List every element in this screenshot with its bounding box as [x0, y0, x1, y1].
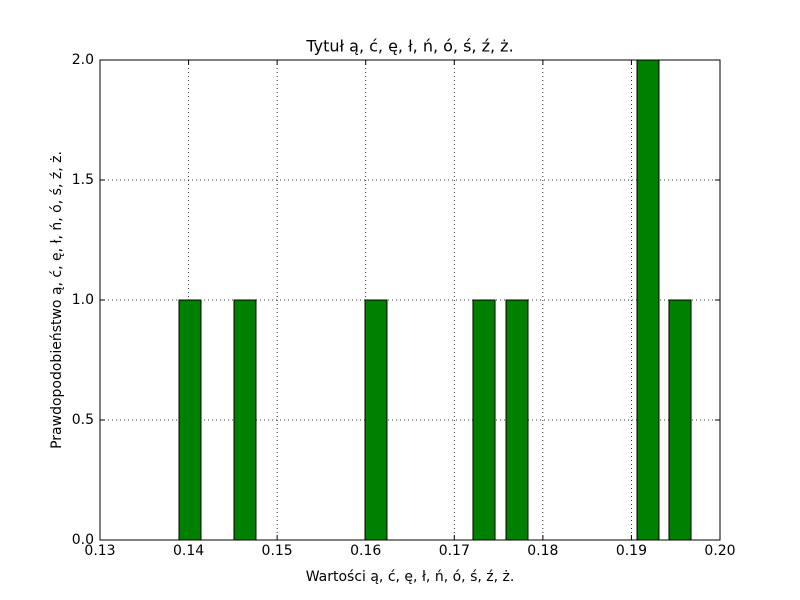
y-tick-label: 1.5: [72, 172, 94, 188]
y-axis-label: Prawdopodobieństwo ą, ć, ę, ł, ń, ó, ś, …: [49, 151, 65, 449]
x-tick-label: 0.17: [439, 543, 470, 559]
x-tick-label: 0.13: [84, 543, 115, 559]
y-tick-label: 0.5: [72, 412, 94, 428]
x-axis-label: Wartości ą, ć, ę, ł, ń, ó, ś, ź, ż.: [306, 569, 515, 585]
y-tick-label: 0.0: [72, 532, 94, 548]
bar: [233, 299, 257, 541]
x-tick-label: 0.15: [262, 543, 293, 559]
y-tick-label: 2.0: [72, 52, 94, 68]
x-tick-label: 0.16: [350, 543, 381, 559]
x-tick-label: 0.19: [616, 543, 647, 559]
bar: [668, 299, 692, 541]
bar: [178, 299, 202, 541]
x-tick-label: 0.18: [527, 543, 558, 559]
bar: [472, 299, 496, 541]
bar: [636, 59, 660, 541]
x-tick-label: 0.14: [173, 543, 204, 559]
plot-frame: [99, 59, 721, 541]
chart-title: Tytuł ą, ć, ę, ł, ń, ó, ś, ź, ż.: [305, 37, 513, 56]
bar: [505, 299, 529, 541]
bar: [364, 299, 388, 541]
x-tick-label: 0.20: [704, 543, 735, 559]
y-tick-label: 1.0: [72, 292, 94, 308]
